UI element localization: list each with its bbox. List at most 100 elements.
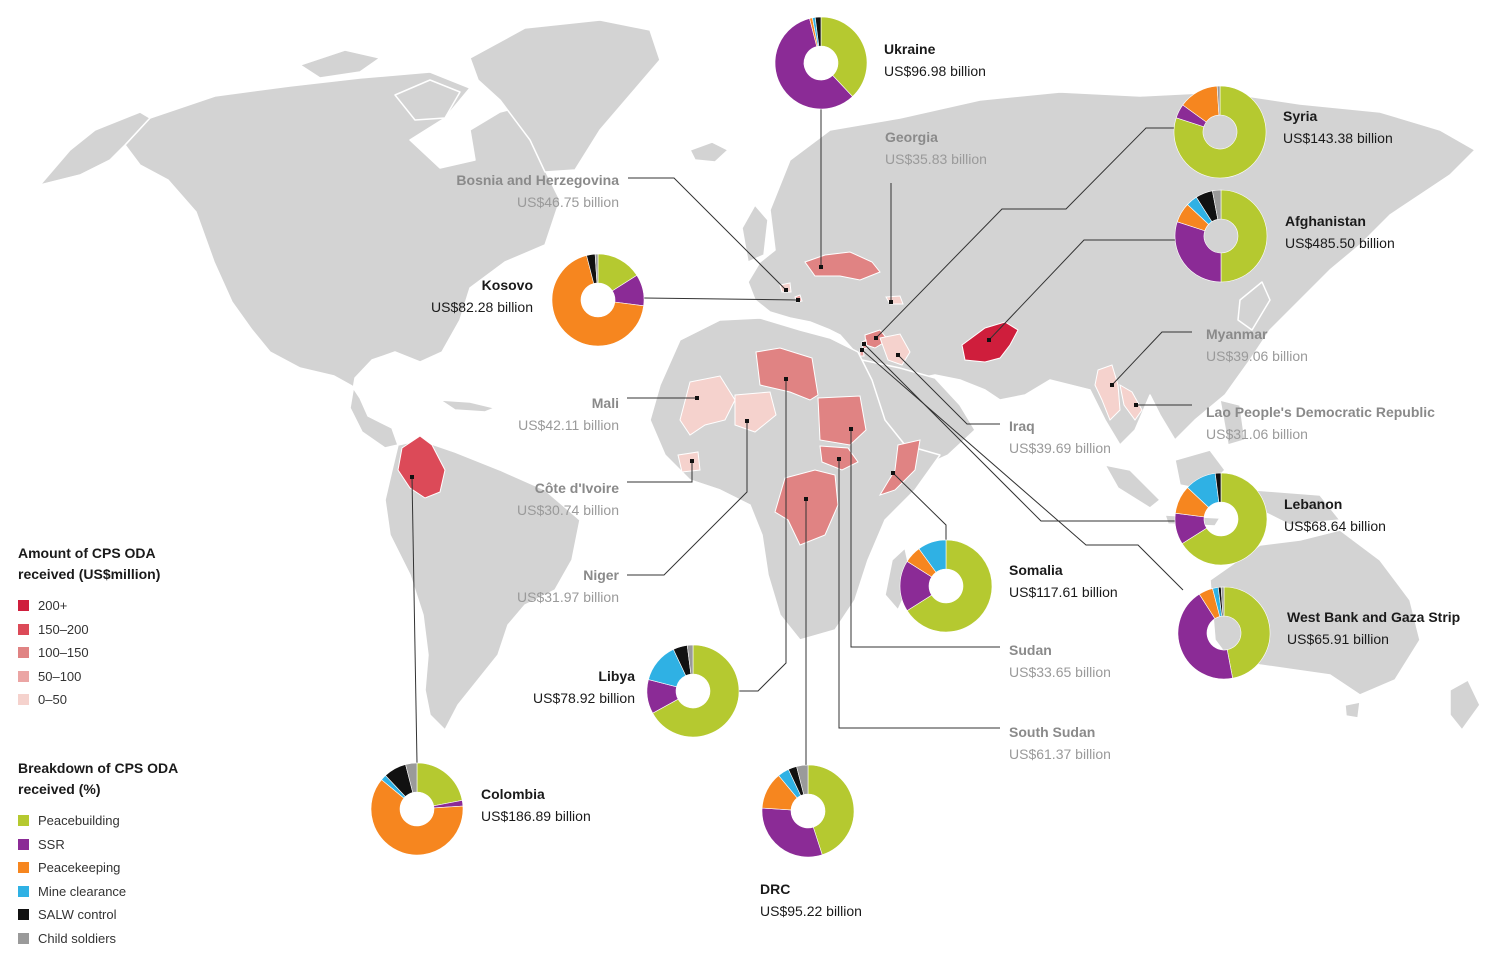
leader-dot-drc — [804, 497, 808, 501]
country-name: Lao People's Democratic Republic — [1206, 404, 1435, 420]
donut-slice-salw-control — [814, 16, 822, 47]
leader-line-niger — [627, 421, 748, 576]
north-america-landmass — [124, 71, 561, 449]
country-name: Sudan — [1009, 642, 1052, 658]
country-name: Afghanistan — [1285, 213, 1366, 229]
legend-amount-title-line2: received (US$million) — [18, 566, 161, 582]
country-ukraine — [804, 251, 881, 281]
donut-charts — [370, 16, 1271, 858]
country-value: US$78.92 billion — [533, 690, 635, 706]
leader-dot-afghanistan — [987, 338, 991, 342]
country-mali — [679, 375, 736, 436]
donut-libya — [646, 644, 740, 738]
label-myanmar: Myanmar US$39.06 billion — [1206, 323, 1308, 367]
legend-breakdown-item: SSR — [18, 833, 218, 857]
leader-line-iraq — [897, 354, 1000, 425]
legend-swatch — [18, 885, 29, 897]
country-value: US$46.75 billion — [517, 194, 619, 210]
label-libya: Libya US$78.92 billion — [533, 665, 635, 709]
leader-dot-mali — [695, 396, 699, 400]
label-niger: Niger US$31.97 billion — [517, 564, 619, 608]
leader-dots — [410, 265, 1138, 501]
legend-label: 100–150 — [38, 645, 89, 660]
legend-label: Peacekeeping — [38, 860, 121, 875]
legend-amount-item: 200+ — [18, 594, 218, 618]
leader-dot-somalia — [891, 471, 895, 475]
leader-dot-sudan — [849, 427, 853, 431]
donut-slice-child-soldiers — [405, 762, 418, 793]
label-lebanon: Lebanon US$68.64 billion — [1284, 493, 1386, 537]
donut-slice-peacebuilding — [652, 644, 740, 738]
legend-amount-title-line1: Amount of CPS ODA — [18, 545, 156, 561]
country-value: US$31.06 billion — [1206, 426, 1308, 442]
country-value: US$96.98 billion — [884, 63, 986, 79]
donut-slice-peacekeeping — [370, 779, 464, 856]
caribbean-islands — [439, 399, 496, 413]
leader-line-libya — [739, 379, 787, 692]
country-name: Ukraine — [884, 41, 936, 57]
country-colombia — [397, 435, 446, 499]
label-afghanistan: Afghanistan US$485.50 billion — [1285, 210, 1395, 254]
leader-dot-west-bank-and-gaza-strip — [860, 348, 864, 352]
country-cote-divoire — [677, 451, 701, 473]
country-value: US$143.38 billion — [1283, 130, 1393, 146]
leader-dot-south-sudan — [837, 457, 841, 461]
leader-dot-kosovo — [796, 298, 800, 302]
leader-dot-georgia — [889, 300, 893, 304]
legend-label: 50–100 — [38, 668, 82, 684]
country-name: Lebanon — [1284, 496, 1343, 512]
leader-dot-syria — [874, 336, 878, 340]
legend-breakdown-item: Child soldiers — [18, 927, 218, 951]
leader-dot-libya — [784, 377, 788, 381]
country-iraq — [879, 333, 911, 366]
leader-line-c-te-d-ivoire — [627, 461, 693, 483]
legend-swatch — [18, 815, 29, 827]
country-name: Colombia — [481, 786, 545, 802]
label-cote-divoire: Côte d'Ivoire US$30.74 billion — [517, 477, 619, 521]
legend-swatch — [18, 623, 29, 635]
legend-amount-item: 100–150 — [18, 641, 218, 665]
country-name: South Sudan — [1009, 724, 1096, 740]
country-name: Georgia — [885, 129, 938, 145]
legend-breakdown-item: SALW control — [18, 903, 218, 927]
donut-slice-peacebuilding — [1223, 586, 1271, 679]
country-value: US$33.65 billion — [1009, 664, 1111, 680]
label-mali: Mali US$42.11 billion — [518, 392, 619, 436]
leader-line-syria — [875, 127, 1174, 339]
country-value: US$39.69 billion — [1009, 440, 1111, 456]
leader-dot-lebanon — [862, 342, 866, 346]
legend-breakdown-title-line2: received (%) — [18, 781, 101, 797]
legend-breakdown-item: Peacebuilding — [18, 809, 218, 833]
label-georgia: Georgia US$35.83 billion — [885, 126, 987, 170]
country-value: US$61.37 billion — [1009, 746, 1111, 762]
legend-label: SALW control — [38, 907, 117, 922]
donut-syria — [1173, 85, 1267, 179]
country-name: Myanmar — [1206, 326, 1268, 342]
leader-line-sudan — [850, 429, 1000, 648]
country-myanmar — [1094, 364, 1121, 421]
label-south-sudan: South Sudan US$61.37 billion — [1009, 721, 1111, 765]
donut-slice-peacebuilding — [807, 764, 855, 856]
tasmania — [1344, 701, 1361, 719]
country-name: Somalia — [1009, 562, 1063, 578]
legend-swatch — [18, 909, 29, 921]
donut-slice-child-soldiers — [796, 764, 809, 795]
leader-line-bosnia-and-herzegovina — [628, 177, 787, 291]
legend-label: Peacebuilding — [38, 813, 120, 828]
legend-swatch — [18, 694, 29, 706]
country-value: US$30.74 billion — [517, 502, 619, 518]
country-sudan — [817, 395, 867, 446]
alaska — [39, 111, 151, 186]
label-bosnia: Bosnia and Herzegovina US$46.75 billion — [456, 169, 619, 213]
country-name: West Bank and Gaza Strip — [1287, 609, 1461, 625]
leader-dot-niger — [745, 419, 749, 423]
greenland — [469, 19, 661, 173]
leader-dot-ukraine — [819, 265, 823, 269]
leader-lines — [411, 109, 1192, 765]
british-isles — [741, 204, 769, 263]
philippines — [1219, 399, 1246, 446]
eurasia-landmass — [747, 91, 1476, 446]
donut-somalia — [899, 539, 993, 633]
country-laos — [1119, 384, 1143, 421]
